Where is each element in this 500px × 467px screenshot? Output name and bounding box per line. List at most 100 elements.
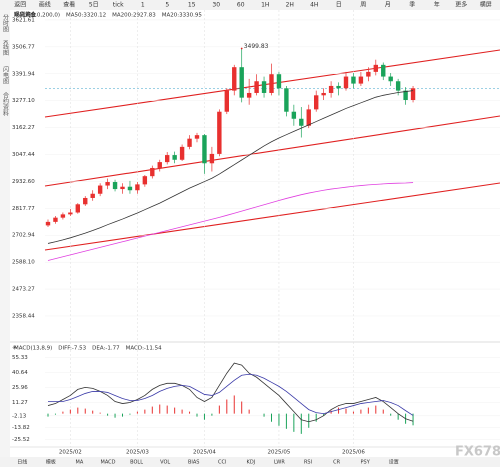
toolbar-item[interactable]: 查看 [63,1,75,9]
bottom-tab[interactable]: MA [76,460,84,466]
candle-body [232,67,237,91]
toolbar-item[interactable]: 周 [360,2,366,9]
macd-marker: ✳ [12,345,17,352]
watermark: FX678 [455,445,500,460]
toolbar-item[interactable]: 月 [385,2,391,9]
y-tick-label: 2817.77 [12,206,35,212]
toolbar-item[interactable]: 更多 [455,1,467,9]
y-tick-label: 3621.61 [12,17,35,23]
side-tab[interactable]: 合约资料 [2,91,9,117]
candle-body [202,135,207,164]
candle-body [366,71,371,77]
bottom-tab[interactable]: 日线 [17,459,27,466]
y-tick-label: 3506.77 [12,44,35,50]
bottom-tab[interactable]: KDJ [247,460,256,466]
candle-body [105,182,110,186]
candle-body [142,176,148,185]
candle-body [351,76,356,84]
toolbar-item[interactable]: 横屏 [480,1,492,9]
y-tick-label: 2358.44 [12,313,35,319]
y-tick-label: 2588.10 [12,260,35,266]
y-tick-label: -25.52 [12,437,30,443]
candle-body [90,193,95,198]
candle-body [157,162,162,168]
side-tab[interactable]: 分时图 [2,13,9,33]
toolbar-item[interactable]: 1 [141,2,145,9]
toolbar-item[interactable]: 画线 [39,1,51,9]
toolbar-item[interactable]: 返回 [14,2,26,9]
toolbar-item[interactable]: 4H [310,2,318,9]
toolbar-item[interactable]: 5 [165,2,169,9]
candle-body [254,81,259,93]
annotation-dot [240,47,243,50]
toolbar-item[interactable]: 年 [434,1,440,9]
annotation-text: 3499.83 [244,43,269,50]
candle-body [83,197,88,205]
bottom-tab[interactable]: 模板 [46,459,56,466]
candle-body [120,186,125,190]
candle-body [165,155,170,163]
toolbar-item[interactable]: 60 [237,2,245,9]
side-tab[interactable]: K线图 [2,40,9,57]
x-tick-label: 2025/03 [126,450,149,456]
legend-text: DEA:-1.77 [92,346,120,352]
x-tick-label: 2025/06 [342,450,365,456]
toolbar-item[interactable]: 日 [336,2,342,9]
bottom-tab[interactable]: BOLL [130,460,143,466]
y-tick-label: 3047.44 [12,152,35,158]
legend-text: DIFF:-7.53 [58,346,86,352]
bottom-tab[interactable]: LWR [274,460,285,466]
sidebar-bg [0,10,10,457]
toolbar-item[interactable]: 季 [409,1,415,9]
candle-body [373,64,378,72]
candle-body [179,146,185,160]
candle-body [410,88,416,100]
indicator-line [47,182,414,261]
candle-body [299,118,304,126]
candle-body [306,109,311,126]
bottom-tab[interactable]: PSY [361,460,371,466]
legend-text: MA200:2927.83 [112,13,156,19]
candle-body [269,74,274,93]
bottom-tab[interactable]: MACD [101,460,116,466]
candle-body [321,92,326,96]
side-tab[interactable]: 闪电图 [2,65,9,85]
candle-body [246,92,252,98]
y-tick-label: 2473.27 [12,287,35,293]
bottom-tab[interactable]: BIAS [188,460,200,466]
candle-body [261,81,267,93]
toolbar-item[interactable]: 30 [212,2,220,9]
candle-body [291,111,297,119]
toolbar-item[interactable]: 1H [261,2,269,9]
indicator-line [47,362,414,423]
candle-body [403,90,408,100]
candle-body [150,167,155,177]
candle-body [276,74,282,89]
candle-body [358,76,364,84]
indicator-line [48,373,414,416]
legend-text: MA20:3330.95 [162,13,203,19]
toolbar-item[interactable]: 15 [188,2,196,9]
candle-body [45,221,51,226]
bottom-tab[interactable]: CCI [218,460,226,466]
candle-body [343,76,349,89]
y-tick-label: 2702.94 [12,233,35,239]
y-tick-label: 2932.60 [12,179,35,185]
legend-text: MA1(50,0,200,0) [14,13,60,19]
toolbar-item[interactable]: tick [113,2,124,9]
y-tick-label: 25.96 [12,385,28,391]
bottom-bar-bg [0,457,500,467]
toolbar-item[interactable]: 5日 [89,2,99,9]
toolbar-item[interactable]: 2H [286,2,294,9]
bottom-tab[interactable]: RSI [304,460,312,466]
legend-text: MA50:3320.12 [66,13,106,19]
candle-body [224,90,229,112]
candle-body [314,95,319,110]
instrument-title: 现货黄金 [14,11,37,19]
bottom-tab[interactable]: 设置 [389,459,399,466]
x-tick-label: 2025/04 [193,450,216,456]
bottom-tab[interactable]: CR [333,460,340,466]
candle-body [135,184,140,191]
bottom-tab[interactable]: VOL [160,460,170,466]
